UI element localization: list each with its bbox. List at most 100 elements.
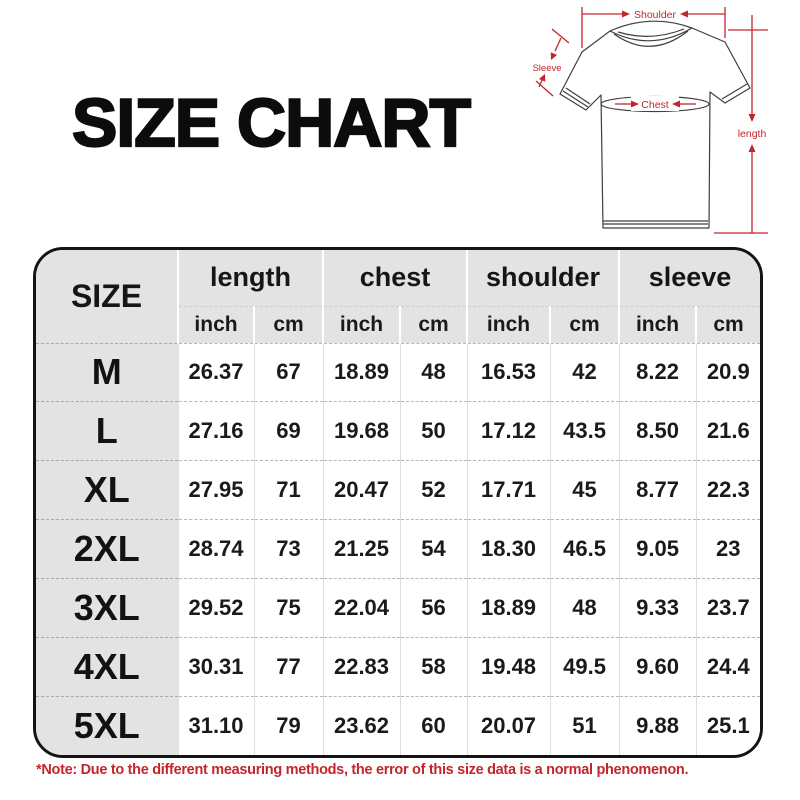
value-cell: 56 <box>399 578 468 638</box>
unit-header: cm <box>695 305 760 343</box>
value-cell: 67 <box>253 342 323 402</box>
size-row-header: 4XL <box>36 637 178 697</box>
tshirt-outline <box>559 20 751 229</box>
group-header-shoulder: shoulder <box>466 250 620 306</box>
value-cell: 8.50 <box>618 401 697 461</box>
size-column-header: SIZE <box>36 250 178 343</box>
size-row-header: M <box>36 342 178 402</box>
value-cell: 21.25 <box>322 519 400 579</box>
measurement-arrows <box>538 10 756 152</box>
value-cell: 17.12 <box>466 401 551 461</box>
group-header-length: length <box>177 250 323 306</box>
value-cell: 52 <box>399 460 468 520</box>
group-header-chest: chest <box>321 250 468 306</box>
value-cell: 73 <box>253 519 323 579</box>
unit-header: inch <box>466 305 551 343</box>
value-cell: 27.95 <box>177 460 254 520</box>
value-cell: 43.5 <box>549 401 620 461</box>
chest-label: Chest <box>641 99 669 111</box>
value-cell: 79 <box>253 696 323 755</box>
value-cell: 23 <box>695 519 760 579</box>
sleeve-tick-bottom <box>535 80 554 97</box>
value-cell: 23.62 <box>322 696 400 755</box>
value-cell: 22.83 <box>322 637 400 697</box>
length-label: length <box>738 128 767 140</box>
value-cell: 49.5 <box>549 637 620 697</box>
value-cell: 18.89 <box>466 578 551 638</box>
value-cell: 19.48 <box>466 637 551 697</box>
unit-header: cm <box>253 305 323 343</box>
value-cell: 9.88 <box>618 696 697 755</box>
unit-header: cm <box>549 305 620 343</box>
value-cell: 9.60 <box>618 637 697 697</box>
value-cell: 9.05 <box>618 519 697 579</box>
value-cell: 25.1 <box>695 696 760 755</box>
value-cell: 71 <box>253 460 323 520</box>
shoulder-label: Shoulder <box>634 9 677 21</box>
value-cell: 58 <box>399 637 468 697</box>
table-row: M 26.37 67 18.89 48 16.53 42 8.22 20.9 <box>36 342 760 402</box>
value-cell: 21.6 <box>695 401 760 461</box>
value-cell: 30.31 <box>177 637 254 697</box>
unit-header-row: inch cm inch cm inch cm inch cm <box>36 305 760 343</box>
note-text: *Note: Due to the different measuring me… <box>36 762 689 778</box>
group-header-sleeve: sleeve <box>618 250 760 306</box>
value-cell: 69 <box>253 401 323 461</box>
size-row-header: L <box>36 401 178 461</box>
value-cell: 75 <box>253 578 323 638</box>
value-cell: 48 <box>549 578 620 638</box>
table-row: 2XL 28.74 73 21.25 54 18.30 46.5 9.05 23 <box>36 519 760 579</box>
value-cell: 51 <box>549 696 620 755</box>
chest-label-backdrop <box>631 96 679 111</box>
table-row: 4XL 30.31 77 22.83 58 19.48 49.5 9.60 24.4 <box>36 637 760 697</box>
table-row: 5XL 31.10 79 23.62 60 20.07 51 9.88 25.1 <box>36 696 760 755</box>
value-cell: 45 <box>549 460 620 520</box>
unit-header: inch <box>177 305 254 343</box>
value-cell: 22.04 <box>322 578 400 638</box>
value-cell: 27.16 <box>177 401 254 461</box>
value-cell: 24.4 <box>695 637 760 697</box>
value-cell: 31.10 <box>177 696 254 755</box>
unit-header: inch <box>618 305 697 343</box>
value-cell: 18.30 <box>466 519 551 579</box>
value-cell: 46.5 <box>549 519 620 579</box>
value-cell: 17.71 <box>466 460 551 520</box>
value-cell: 22.3 <box>695 460 760 520</box>
size-row-header: 3XL <box>36 578 178 638</box>
size-row-header: 2XL <box>36 519 178 579</box>
tshirt-diagram: Shoulder Sleeve Chest length <box>532 7 768 234</box>
sleeve-label: Sleeve <box>532 63 561 74</box>
page-title: SIZE CHART <box>71 84 472 162</box>
value-cell: 20.9 <box>695 342 760 402</box>
size-table-container: SIZE length chest shoulder sleeve inch c… <box>33 247 763 758</box>
unit-header: cm <box>398 305 468 343</box>
table-row: XL 27.95 71 20.47 52 17.71 45 8.77 22.3 <box>36 460 760 520</box>
value-cell: 29.52 <box>177 578 254 638</box>
value-cell: 28.74 <box>177 519 254 579</box>
value-cell: 77 <box>253 637 323 697</box>
size-table: SIZE length chest shoulder sleeve inch c… <box>36 250 760 755</box>
size-row-header: 5XL <box>36 696 178 755</box>
table-row: 3XL 29.52 75 22.04 56 18.89 48 9.33 23.7 <box>36 578 760 638</box>
group-header-row: SIZE length chest shoulder sleeve <box>36 250 760 343</box>
value-cell: 42 <box>549 342 620 402</box>
value-cell: 23.7 <box>695 578 760 638</box>
sleeve-tick-top <box>551 28 570 44</box>
table-row: L 27.16 69 19.68 50 17.12 43.5 8.50 21.6 <box>36 401 760 461</box>
value-cell: 9.33 <box>618 578 697 638</box>
value-cell: 50 <box>399 401 468 461</box>
size-row-header: XL <box>36 460 178 520</box>
value-cell: 48 <box>399 342 468 402</box>
value-cell: 54 <box>399 519 468 579</box>
value-cell: 20.07 <box>466 696 551 755</box>
value-cell: 8.77 <box>618 460 697 520</box>
value-cell: 20.47 <box>322 460 400 520</box>
value-cell: 19.68 <box>322 401 400 461</box>
value-cell: 26.37 <box>177 342 254 402</box>
value-cell: 18.89 <box>322 342 400 402</box>
table-body: M 26.37 67 18.89 48 16.53 42 8.22 20.9 L 27.16 69 19… <box>36 342 760 755</box>
chest-arrowheads <box>631 100 680 108</box>
value-cell: 8.22 <box>618 342 697 402</box>
unit-header: inch <box>322 305 400 343</box>
